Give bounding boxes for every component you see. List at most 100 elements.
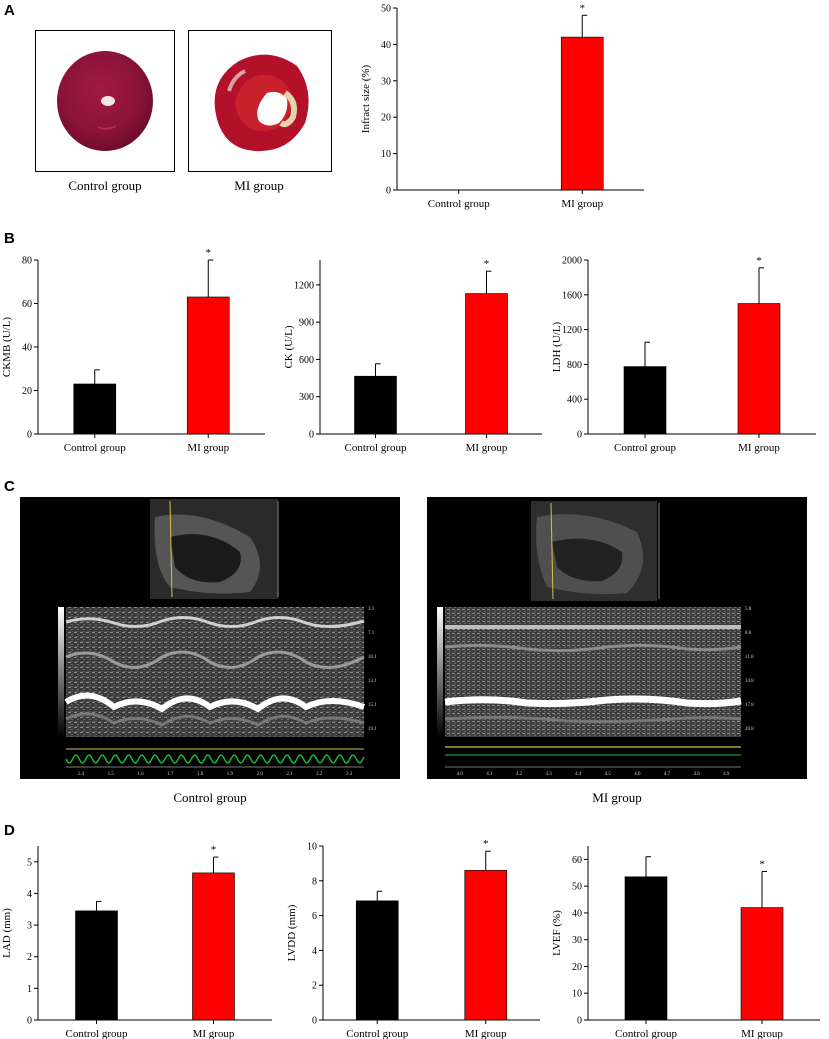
y-tick-label: 0 — [386, 186, 391, 197]
y-tick-label: 2 — [312, 981, 317, 992]
echo-time-tick: 2.0 — [257, 772, 264, 777]
bar-control-group — [75, 910, 118, 1021]
y-tick-label: 1600 — [562, 290, 582, 301]
y-tick-label: 900 — [299, 318, 314, 329]
echo-depth-tick: 19.1 — [368, 727, 377, 732]
y-tick-label: 2 — [27, 952, 32, 963]
y-tick-label: 1200 — [294, 280, 314, 291]
significance-marker: * — [756, 255, 762, 267]
x-tick-label: Control group — [614, 442, 677, 454]
x-tick-label: MI group — [193, 1028, 235, 1039]
y-tick-label: 50 — [381, 4, 391, 15]
y-tick-label: 8 — [312, 876, 317, 887]
y-axis-label: LVDD (mm) — [286, 904, 298, 961]
echo-depth-tick: 8.8 — [745, 631, 752, 636]
control-heart-slice-photo — [35, 30, 175, 172]
echo-time-tick: 4.8 — [693, 772, 700, 777]
echo-time-tick: 1.9 — [227, 772, 234, 777]
x-tick-label: MI group — [561, 198, 603, 210]
y-tick-label: 5 — [27, 857, 32, 868]
ck-chart: 0 300 600 900 1200 CK (U/L) Control group * MI g… — [283, 258, 542, 454]
significance-marker: * — [759, 858, 765, 870]
mi-echo-image: 4.0 4.1 4.2 4.3 4.4 4.5 4.6 4.7 4.8 4.9 5.8 8.8 11.8… — [427, 497, 807, 779]
bar-mi-group — [186, 296, 230, 435]
y-tick-label: 0 — [312, 1016, 317, 1027]
control-echo-image: 1.4 1.5 1.6 1.7 1.8 1.9 2.0 2.1 2.2 2.3 3.3 7.1 10.1… — [20, 497, 400, 779]
echo-time-tick: 1.4 — [78, 772, 85, 777]
echo-depth-tick: 5.8 — [745, 607, 752, 612]
x-tick-label: Control group — [428, 198, 491, 210]
echo-time-tick: 4.0 — [457, 772, 464, 777]
significance-marker: * — [483, 838, 489, 850]
echo-time-tick: 4.9 — [723, 772, 730, 777]
y-tick-label: 20 — [22, 386, 32, 397]
bar-mi-group — [737, 303, 781, 435]
significance-marker: * — [580, 2, 586, 14]
y-tick-label: 40 — [572, 908, 582, 919]
y-axis-label: LDH (U/L) — [551, 321, 563, 372]
x-tick-label: MI group — [465, 1028, 507, 1039]
y-tick-label: 0 — [27, 430, 32, 441]
echo-time-tick: 2.2 — [316, 772, 323, 777]
bar-mi-group — [192, 872, 235, 1021]
bar-control-group — [73, 383, 117, 435]
echo-depth-tick: 15.1 — [368, 703, 377, 708]
y-tick-label: 1 — [27, 984, 32, 995]
bar-control-group — [624, 876, 668, 1021]
echo-caption-control: Control group — [173, 790, 247, 805]
echo-time-tick: 1.8 — [197, 772, 204, 777]
lad-chart: 0 1 2 3 4 5 LAD (mm) Control group * MI group — [1, 844, 272, 1039]
y-tick-label: 0 — [577, 1016, 582, 1027]
y-tick-label: 10 — [572, 989, 582, 1000]
significance-marker: * — [211, 844, 217, 856]
x-tick-label: MI group — [466, 442, 508, 454]
bar-mi-group — [740, 907, 784, 1021]
echo-time-tick: 1.5 — [108, 772, 115, 777]
y-axis-label: Infract size (%) — [360, 64, 372, 133]
y-tick-label: 3 — [27, 921, 32, 932]
y-axis-label: LAD (mm) — [1, 908, 13, 958]
echo-time-tick: 4.1 — [486, 772, 493, 777]
y-axis-label: CKMB (U/L) — [1, 317, 13, 378]
echo-depth-tick: 7.1 — [368, 631, 375, 636]
ldh-chart: 0 400 800 1200 1600 2000 LDH (U/L) Control grou… — [551, 255, 816, 454]
y-tick-label: 30 — [381, 76, 391, 87]
y-tick-label: 6 — [312, 911, 317, 922]
photo-caption-control: Control group — [68, 178, 142, 193]
y-tick-label: 4 — [27, 889, 32, 900]
y-tick-label: 4 — [312, 946, 317, 957]
echo-time-tick: 4.4 — [575, 772, 582, 777]
y-tick-label: 400 — [567, 395, 582, 406]
bar-mi-group — [465, 293, 508, 435]
significance-marker: * — [484, 258, 490, 270]
ckmb-chart: 0 20 40 60 80 CKMB (U/L) Control group * MI grou… — [1, 247, 265, 454]
panel-label-c: C — [4, 478, 15, 495]
echo-time-tick: 4.5 — [605, 772, 612, 777]
y-tick-label: 60 — [572, 855, 582, 866]
x-tick-label: Control group — [344, 442, 407, 454]
x-tick-label: MI group — [187, 442, 229, 454]
lvef-chart: 0 10 20 30 40 50 60 LVEF (%) Control group * MI gr… — [551, 846, 820, 1039]
echo-time-tick: 4.2 — [516, 772, 523, 777]
panel-label-b: B — [4, 230, 15, 247]
photo-caption-mi: MI group — [234, 178, 284, 193]
bar-control-group — [355, 900, 399, 1021]
echo-depth-tick: 13.1 — [368, 679, 377, 684]
y-tick-label: 40 — [381, 40, 391, 51]
y-tick-label: 0 — [309, 430, 314, 441]
y-tick-label: 300 — [299, 392, 314, 403]
mi-heart-slice-photo — [188, 30, 332, 172]
y-tick-label: 0 — [577, 430, 582, 441]
echo-depth-tick: 11.8 — [745, 655, 754, 660]
y-tick-label: 30 — [572, 935, 582, 946]
y-tick-label: 20 — [381, 113, 391, 124]
echo-time-tick: 2.1 — [286, 772, 293, 777]
y-axis-label: LVEF (%) — [551, 910, 563, 956]
x-tick-label: Control group — [64, 442, 127, 454]
y-tick-label: 1200 — [562, 325, 582, 336]
y-tick-label: 600 — [299, 355, 314, 366]
y-tick-label: 20 — [572, 962, 582, 973]
lvdd-chart: 0 2 4 6 8 10 LVDD (mm) Control group * MI group — [286, 838, 540, 1039]
echo-time-tick: 4.7 — [664, 772, 671, 777]
x-tick-label: MI group — [738, 442, 780, 454]
